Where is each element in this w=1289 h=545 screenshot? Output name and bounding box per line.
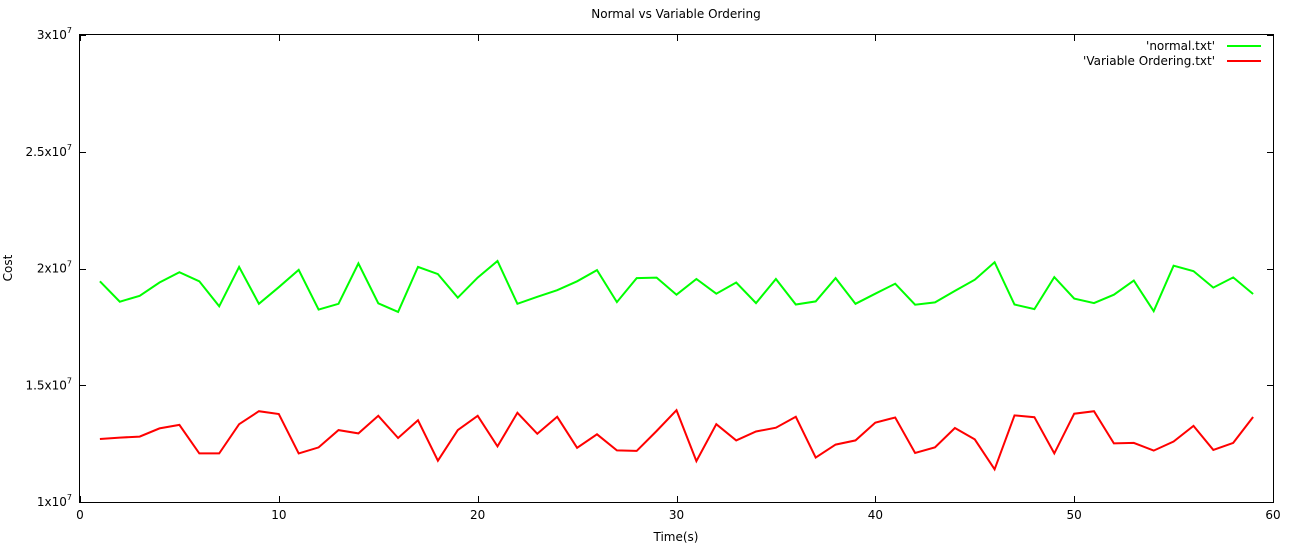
y-tick-label: 1x107 bbox=[37, 493, 72, 509]
series-line-1 bbox=[99, 259, 1254, 314]
series-lines bbox=[99, 259, 1254, 472]
plot-frame bbox=[79, 34, 1274, 503]
x-tick-label: 10 bbox=[271, 508, 286, 522]
y-tick-labels: 1x107 1.5x107 2x107 2.5x107 3x107 bbox=[25, 26, 72, 509]
x-tick-labels: 0 10 20 30 40 50 60 bbox=[76, 508, 1280, 522]
x-tick-label: 50 bbox=[1067, 508, 1082, 522]
legend-label: 'Variable Ordering.txt' bbox=[1083, 54, 1215, 68]
y-axis-label: Cost bbox=[1, 254, 15, 281]
y-tick-label: 3x107 bbox=[37, 26, 72, 42]
legend-label: 'normal.txt' bbox=[1146, 39, 1215, 53]
x-tick-label: 0 bbox=[76, 508, 84, 522]
y-tick-label: 1.5x107 bbox=[25, 376, 72, 392]
x-axis-label: Time(s) bbox=[653, 530, 699, 544]
x-tick-label: 60 bbox=[1265, 508, 1280, 522]
y-tick-label: 2.5x107 bbox=[25, 143, 72, 159]
x-tick-label: 40 bbox=[868, 508, 883, 522]
axis-ticks bbox=[80, 35, 1274, 503]
chart-title: Normal vs Variable Ordering bbox=[591, 7, 760, 21]
x-tick-label: 30 bbox=[669, 508, 684, 522]
legend: 'normal.txt''Variable Ordering.txt' bbox=[1083, 39, 1261, 68]
x-tick-label: 20 bbox=[470, 508, 485, 522]
y-tick-label: 2x107 bbox=[37, 260, 72, 276]
series-line-2 bbox=[99, 408, 1254, 472]
